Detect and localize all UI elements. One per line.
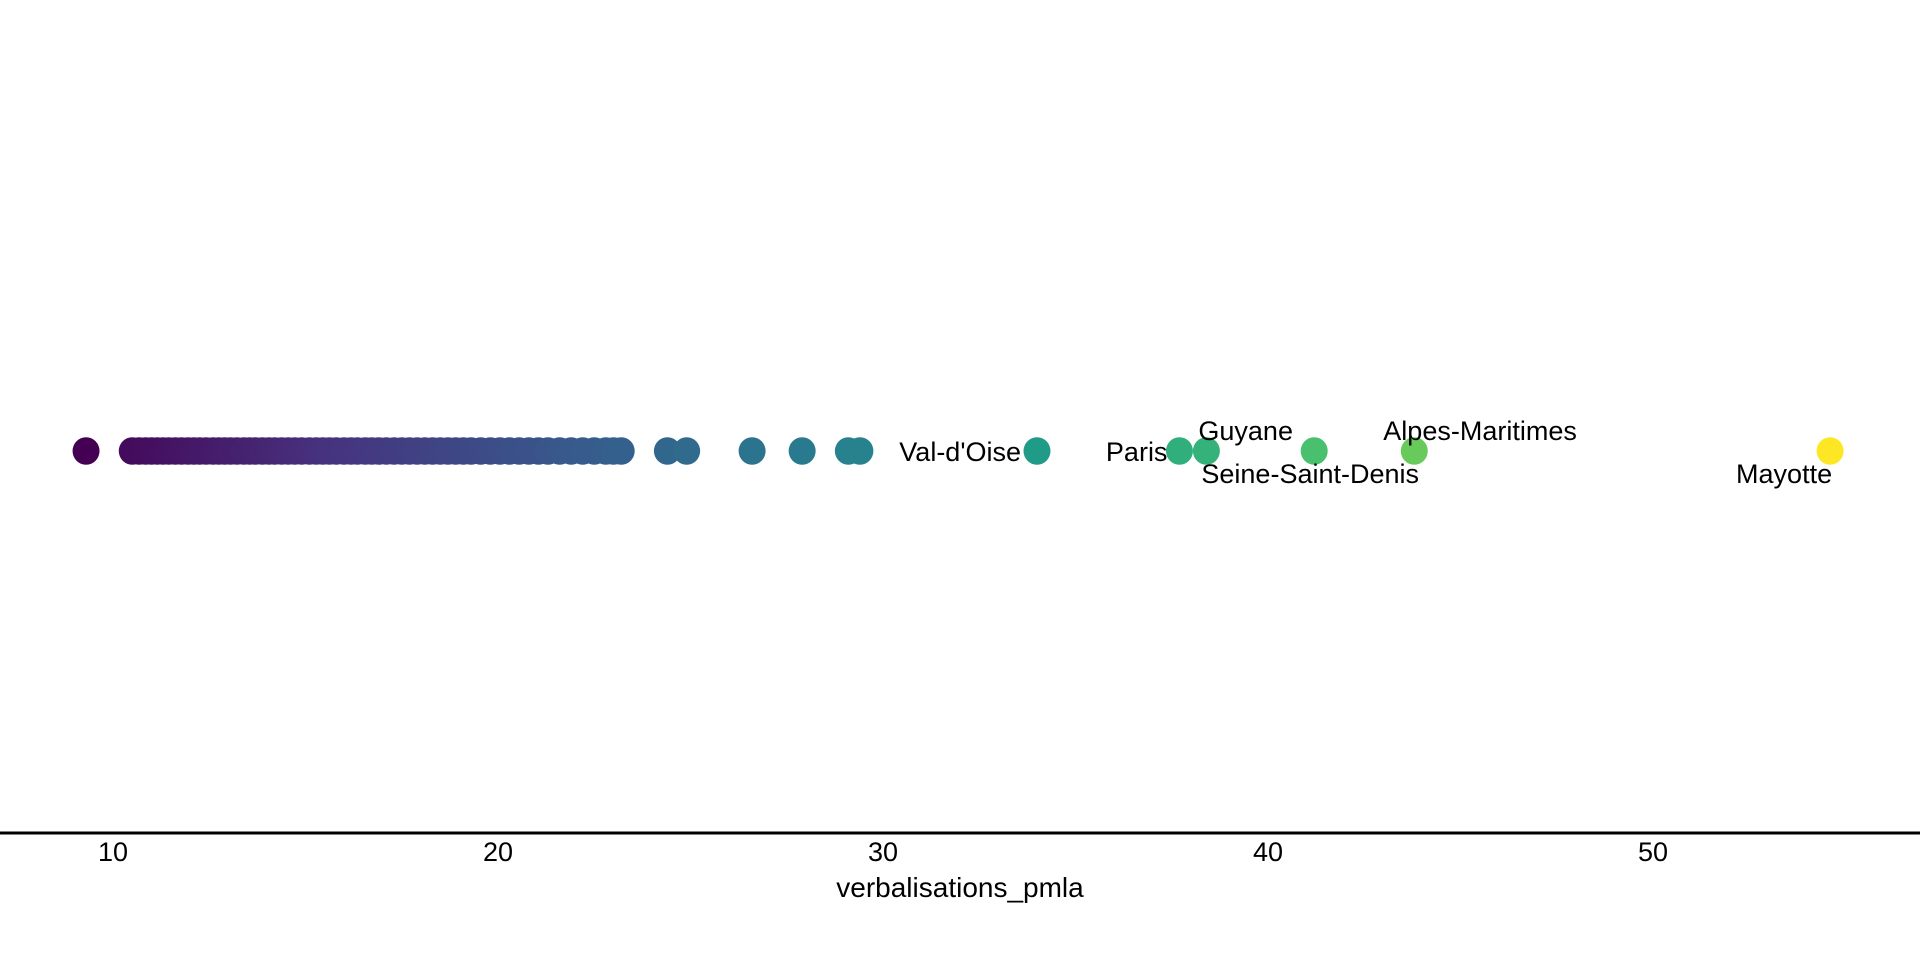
data-point-guyane (1192, 437, 1220, 465)
point-label-paris: Paris (1106, 437, 1168, 467)
data-point-paris (1165, 437, 1193, 465)
data-point (738, 437, 766, 465)
x-tick-label-10: 10 (98, 837, 128, 867)
point-label-mayotte: Mayotte (1736, 459, 1832, 489)
data-point (653, 437, 681, 465)
x-tick-label-40: 40 (1253, 837, 1283, 867)
data-point (72, 437, 100, 465)
data-point-val-d-oise (1023, 437, 1051, 465)
point-label-val-d-oise: Val-d'Oise (899, 437, 1021, 467)
point-label-alpes-maritimes: Alpes-Maritimes (1383, 416, 1577, 446)
data-point (673, 437, 701, 465)
data-point (788, 437, 816, 465)
data-point-alpes-maritimes (1400, 437, 1428, 465)
x-tick-label-30: 30 (868, 837, 898, 867)
data-point (607, 437, 635, 465)
data-point (846, 437, 874, 465)
x-axis-label: verbalisations_pmla (836, 872, 1084, 903)
data-point-mayotte (1816, 437, 1844, 465)
x-tick-label-20: 20 (483, 837, 513, 867)
data-point-seine-saint-denis (1300, 437, 1328, 465)
x-tick-label-50: 50 (1638, 837, 1668, 867)
point-label-seine-saint-denis: Seine-Saint-Denis (1201, 459, 1419, 489)
point-label-guyane: Guyane (1198, 416, 1293, 446)
